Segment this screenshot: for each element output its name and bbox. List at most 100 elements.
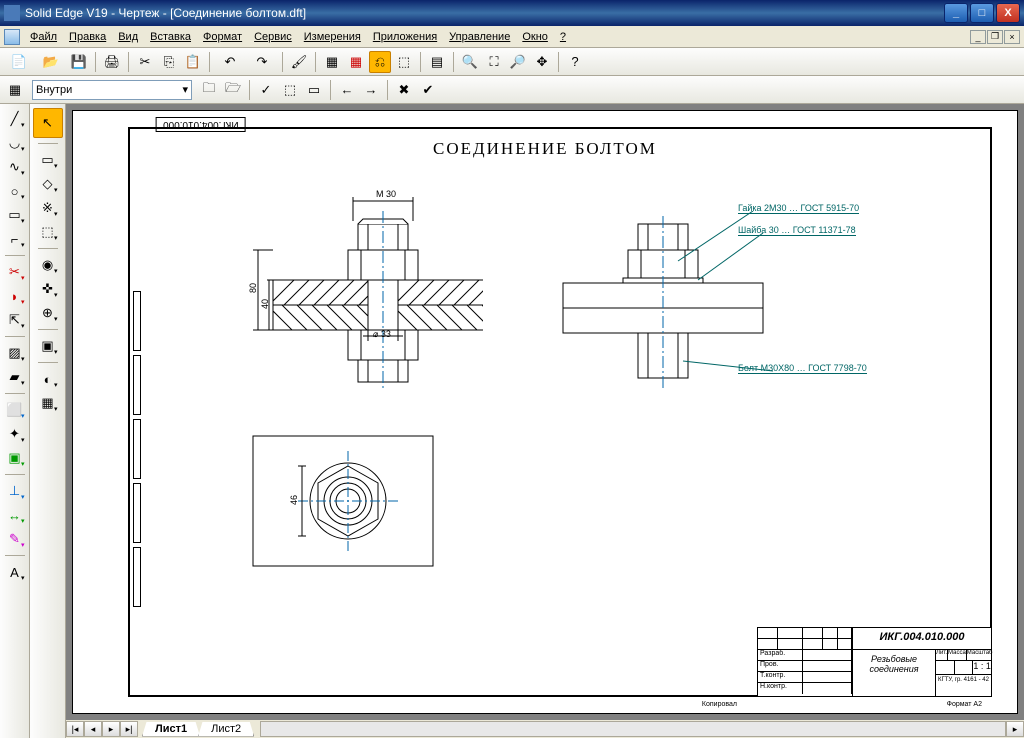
sel-2-tool[interactable]: ◇ — [36, 173, 60, 195]
menu-measure[interactable]: Измерения — [298, 29, 367, 45]
sel-a-tool[interactable]: ▦ — [36, 392, 60, 414]
opt-left-button[interactable]: ← — [336, 79, 358, 101]
arc-tool[interactable]: ◡ — [3, 132, 27, 154]
menu-view[interactable]: Вид — [112, 29, 144, 45]
prev-sheet-button[interactable]: ◂ — [84, 721, 102, 737]
menu-file[interactable]: Файл — [24, 29, 63, 45]
menu-apps[interactable]: Приложения — [367, 29, 443, 45]
snap-button[interactable]: ⎌ — [369, 51, 391, 73]
zoom-fit-button[interactable]: ⛶ — [483, 51, 505, 73]
side-view — [553, 211, 783, 411]
sheet-tab-1[interactable]: Лист1 — [142, 722, 200, 737]
title-bar: Solid Edge V19 - Чертеж - [Соединение бо… — [0, 0, 1024, 26]
select-toolbar: ↖ ▭ ◇ ※ ⬚ ◉ ✜ ⊕ ▣ ◐ ▦ — [30, 104, 66, 738]
opt-a-button[interactable]: 🗀 — [198, 79, 220, 101]
grid-button[interactable]: ▦ — [345, 51, 367, 73]
side-tabs — [133, 291, 141, 691]
hscrollbar[interactable] — [260, 721, 1006, 737]
constraint-tool[interactable]: ⊥ — [3, 480, 27, 502]
window-title: Solid Edge V19 - Чертеж - [Соединение бо… — [25, 6, 944, 20]
sel-7-tool[interactable]: ⊕ — [36, 302, 60, 324]
layer-button[interactable]: ▤ — [426, 51, 448, 73]
view-tool[interactable]: ▣ — [3, 447, 27, 469]
trim-tool[interactable]: ✂ — [3, 261, 27, 283]
opt-1-button[interactable]: ▦ — [4, 79, 26, 101]
sel-8-tool[interactable]: ▣ — [36, 335, 60, 357]
sel-5-tool[interactable]: ◉ — [36, 254, 60, 276]
new-button[interactable]: 📄 — [4, 51, 34, 73]
line-tool[interactable]: ╱ — [3, 108, 27, 130]
text-tool[interactable]: A — [3, 561, 27, 583]
sel-3-tool[interactable]: ※ — [36, 197, 60, 219]
hatch-tool[interactable]: ▨ — [3, 342, 27, 364]
opt-cancel-button[interactable]: ✖ — [393, 79, 415, 101]
pan-button[interactable]: ✥ — [531, 51, 553, 73]
menu-insert[interactable]: Вставка — [144, 29, 197, 45]
menu-help[interactable]: ? — [554, 29, 572, 45]
rect-tool[interactable]: ▭ — [3, 204, 27, 226]
last-sheet-button[interactable]: ▸| — [120, 721, 138, 737]
canvas-wrap: ИКГ.004.010.000 СОЕДИНЕНИЕ БОЛТОМ — [66, 104, 1024, 738]
sheet-tab-2[interactable]: Лист2 — [198, 722, 254, 737]
fill-tool[interactable]: ▰ — [3, 366, 27, 388]
callout-bolt: Болт М30Х80 … ГОСТ 7798-70 — [738, 363, 867, 374]
opt-b-button[interactable]: 🗁 — [222, 79, 244, 101]
mdi-restore-button[interactable]: ❐ — [987, 30, 1003, 44]
zoom-area-button[interactable]: 🔍 — [459, 51, 481, 73]
zoom-button[interactable]: 🔎 — [507, 51, 529, 73]
box-tool[interactable]: ⬜ — [3, 399, 27, 421]
tb-code: ИКГ.004.010.000 — [853, 628, 991, 650]
redo-button[interactable]: ↷ — [247, 51, 277, 73]
opt-c-button[interactable]: ✓ — [255, 79, 277, 101]
minimize-button[interactable]: _ — [944, 3, 968, 23]
offset-tool[interactable]: ◗ — [3, 285, 27, 307]
print-button[interactable]: 🖨 — [101, 51, 123, 73]
copied-label: Копировал — [702, 701, 737, 708]
cut-button[interactable]: ✂ — [134, 51, 156, 73]
note-tool[interactable]: ✎ — [3, 528, 27, 550]
tb-scale: 1 : 1 — [973, 661, 991, 674]
copy-button[interactable]: ⎘ — [158, 51, 180, 73]
tb-name1: Резьбовые — [853, 654, 935, 664]
fillet-tool[interactable]: ⌐ — [3, 228, 27, 250]
help-button[interactable]: ? — [564, 51, 586, 73]
paste-button[interactable]: 📋 — [182, 51, 204, 73]
undo-button[interactable]: ↶ — [215, 51, 245, 73]
sym-tool[interactable]: ✦ — [3, 423, 27, 445]
scroll-right-button[interactable]: ▸ — [1006, 721, 1024, 737]
sel-1-tool[interactable]: ▭ — [36, 149, 60, 171]
sel-4-tool[interactable]: ⬚ — [36, 221, 60, 243]
select-tool[interactable]: ↖ — [33, 108, 63, 138]
menu-manage[interactable]: Управление — [443, 29, 516, 45]
drawing-title: СОЕДИНЕНИЕ БОЛТОМ — [73, 139, 1017, 159]
drawing-canvas[interactable]: ИКГ.004.010.000 СОЕДИНЕНИЕ БОЛТОМ — [72, 110, 1018, 714]
sketch-button[interactable]: ▦ — [321, 51, 343, 73]
tb-name2: соединения — [853, 664, 935, 674]
maximize-button[interactable]: □ — [970, 3, 994, 23]
menu-window[interactable]: Окно — [516, 29, 554, 45]
option-combo[interactable]: Внутри▾ — [32, 80, 192, 100]
opt-e-button[interactable]: ▭ — [303, 79, 325, 101]
mdi-close-button[interactable]: × — [1004, 30, 1020, 44]
dim-tool[interactable]: ↔ — [3, 504, 27, 526]
sel-6-tool[interactable]: ✜ — [36, 278, 60, 300]
extend-tool[interactable]: ⇱ — [3, 309, 27, 331]
menu-service[interactable]: Сервис — [248, 29, 298, 45]
curve-tool[interactable]: ∿ — [3, 156, 27, 178]
menu-edit[interactable]: Правка — [63, 29, 112, 45]
next-sheet-button[interactable]: ▸ — [102, 721, 120, 737]
opt-right-button[interactable]: → — [360, 79, 382, 101]
open-button[interactable]: 📂 — [36, 51, 66, 73]
save-button[interactable]: 💾 — [68, 51, 90, 73]
opt-d-button[interactable]: ⬚ — [279, 79, 301, 101]
opt-ok-button[interactable]: ✔ — [417, 79, 439, 101]
close-button[interactable]: X — [996, 3, 1020, 23]
mdi-minimize-button[interactable]: _ — [970, 30, 986, 44]
circle-tool[interactable]: ○ — [3, 180, 27, 202]
title-block: Разраб. Пров. Т.контр. Н.контр. ИКГ.004.… — [757, 627, 992, 697]
rel-button[interactable]: ⬚ — [393, 51, 415, 73]
first-sheet-button[interactable]: |◂ — [66, 721, 84, 737]
menu-format[interactable]: Формат — [197, 29, 248, 45]
paint-button[interactable]: 🖌 — [288, 51, 310, 73]
sel-9-tool[interactable]: ◐ — [36, 368, 60, 390]
